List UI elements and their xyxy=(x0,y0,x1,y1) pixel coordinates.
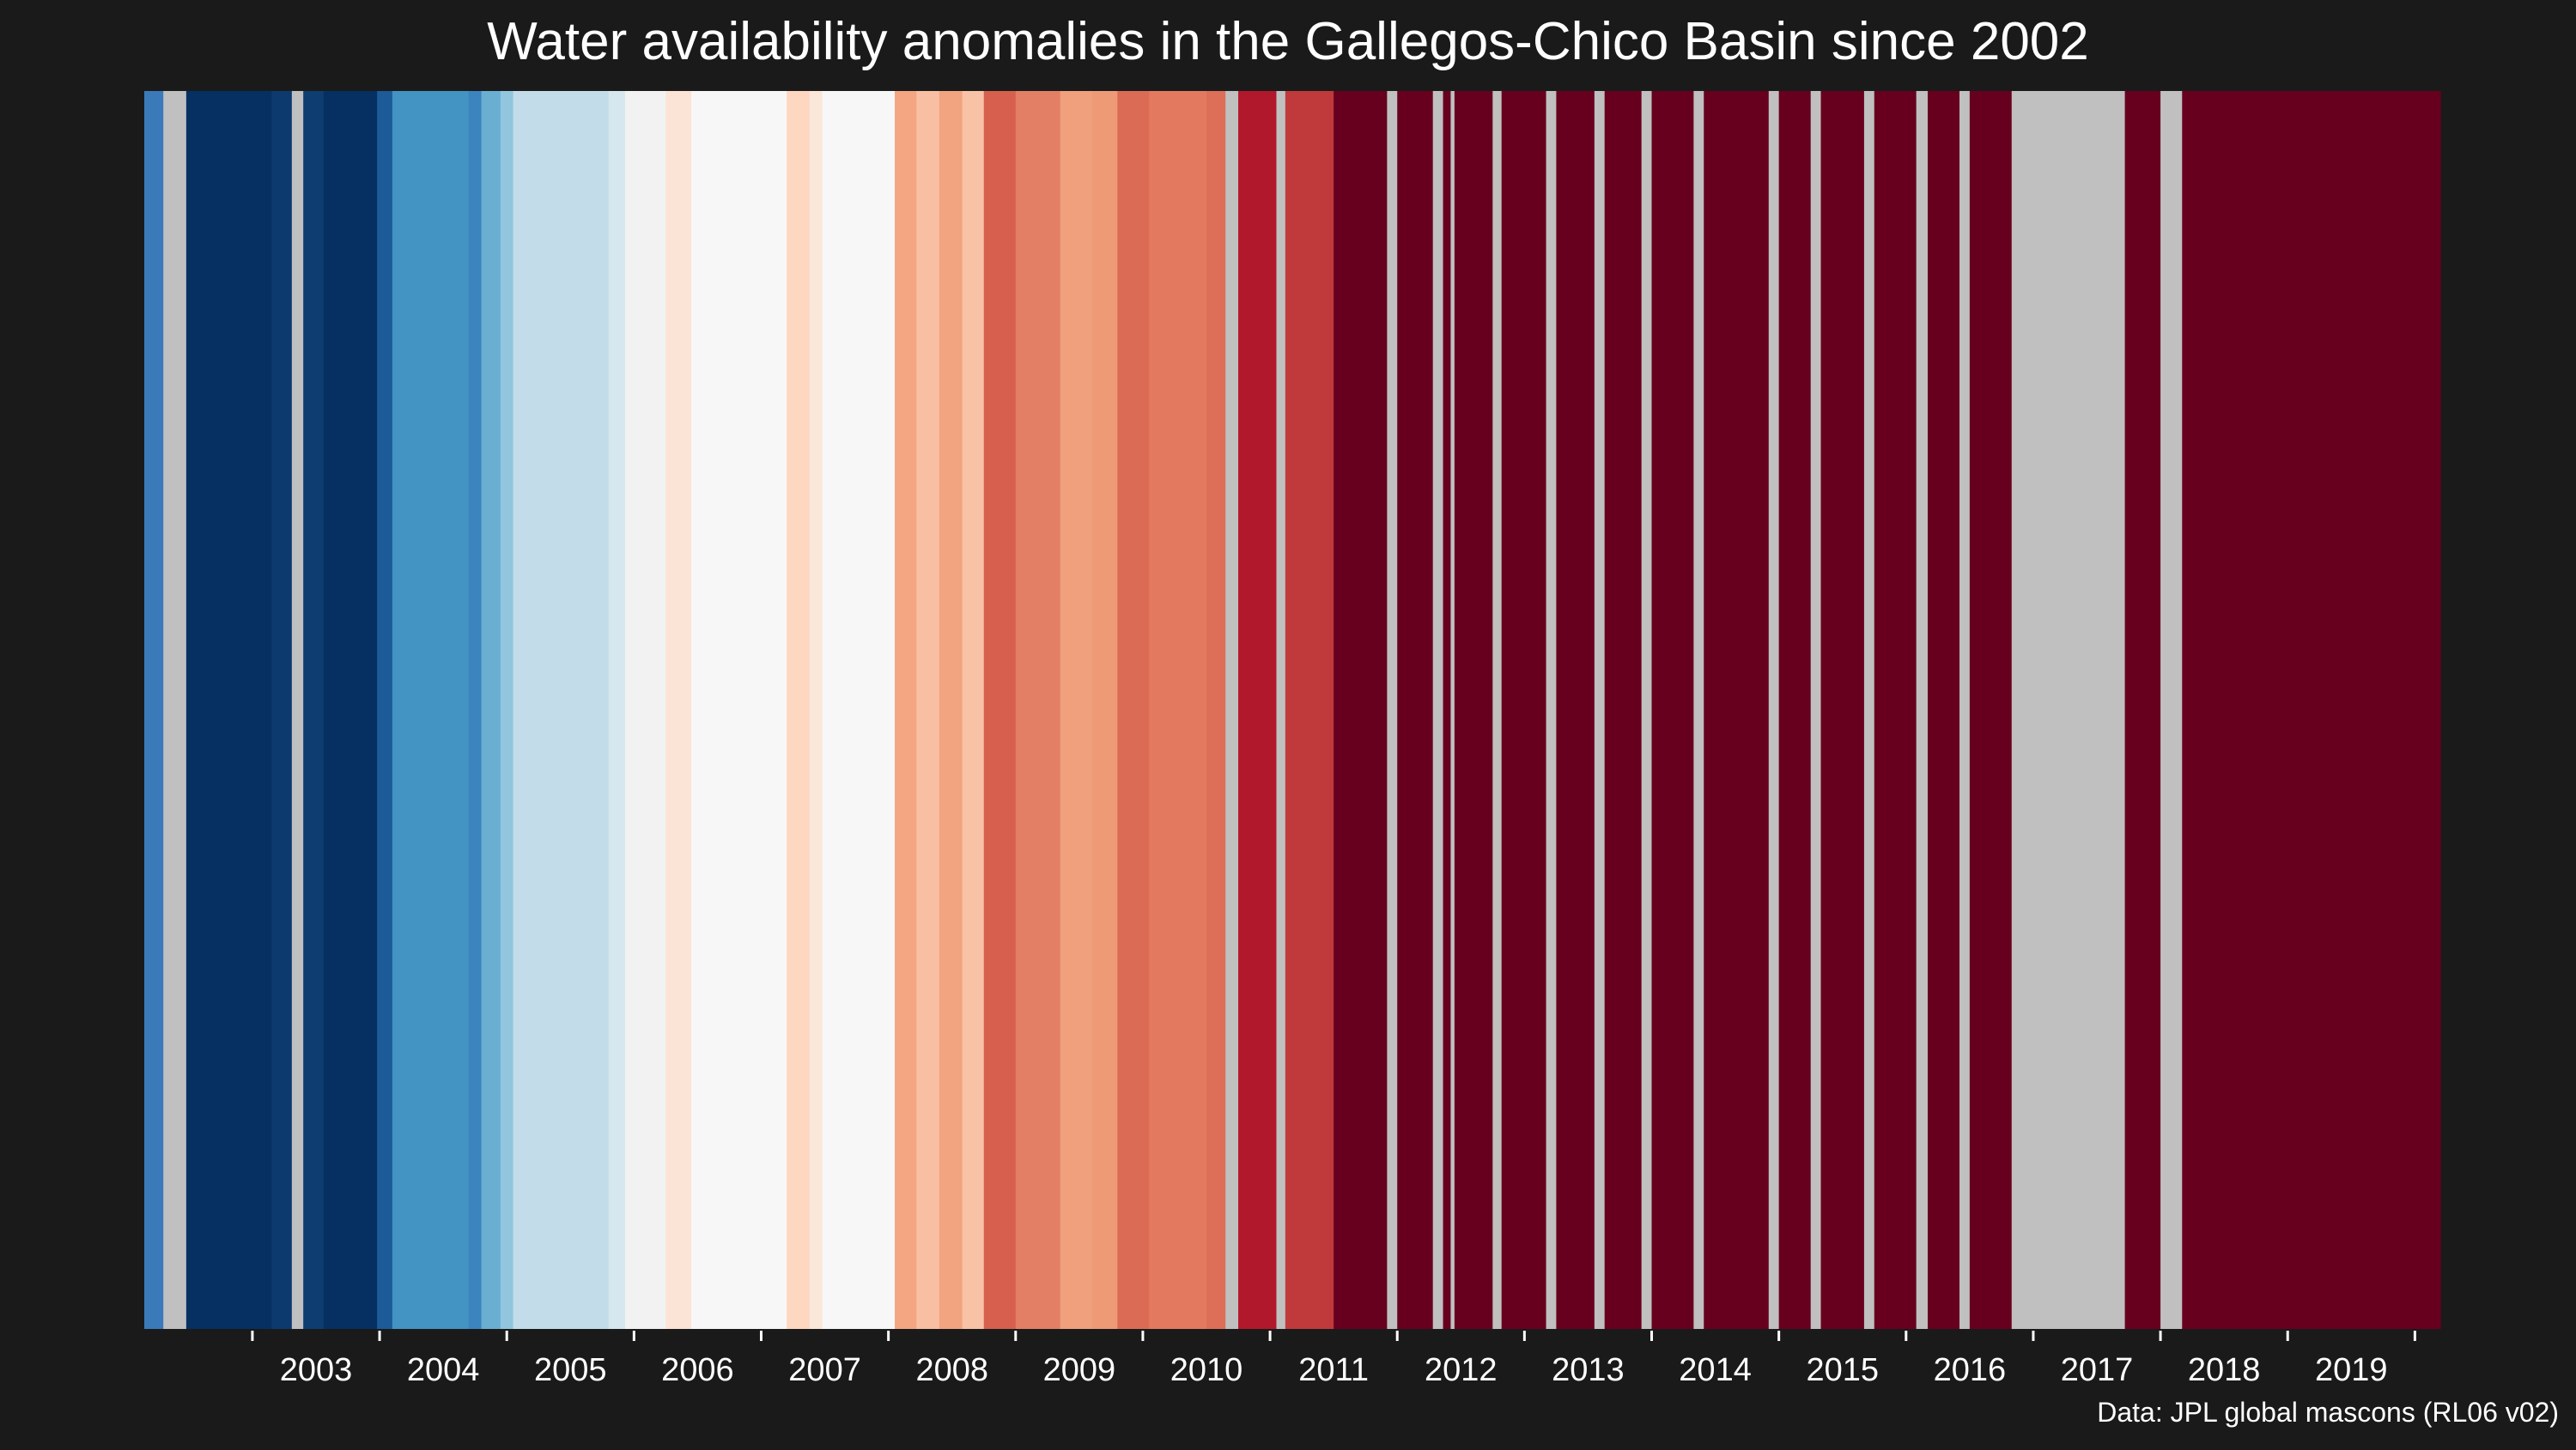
stripe-50 xyxy=(1693,91,1704,1329)
stripe-54 xyxy=(1810,91,1822,1329)
stripe-34 xyxy=(1285,91,1334,1329)
stripe-28 xyxy=(1117,91,1150,1329)
stripe-31 xyxy=(1225,91,1239,1329)
stripe-23 xyxy=(962,91,985,1329)
stripe-29 xyxy=(1149,91,1207,1329)
stripe-6 xyxy=(323,91,378,1329)
stripe-14 xyxy=(624,91,666,1329)
stripe-53 xyxy=(1778,91,1812,1329)
stripe-35 xyxy=(1334,91,1388,1329)
stripe-49 xyxy=(1651,91,1694,1329)
stripe-38 xyxy=(1432,91,1444,1329)
stripe-59 xyxy=(1927,91,1960,1329)
stripe-55 xyxy=(1820,91,1865,1329)
stripes-layer xyxy=(144,91,2441,1329)
stripe-27 xyxy=(1091,91,1118,1329)
stripe-61 xyxy=(1969,91,2013,1329)
x-tick-label-2009: 2009 xyxy=(1043,1352,1116,1388)
stripe-1 xyxy=(163,91,187,1329)
stripe-24 xyxy=(983,91,1017,1329)
stripe-16 xyxy=(691,91,787,1329)
x-tick-label-2007: 2007 xyxy=(788,1352,861,1388)
stripe-32 xyxy=(1238,91,1278,1329)
x-tick-label-2013: 2013 xyxy=(1552,1352,1625,1388)
stripe-8 xyxy=(392,91,470,1329)
source-note: Data: JPL global mascons (RL06 v02) xyxy=(2097,1397,2559,1428)
stripe-43 xyxy=(1501,91,1547,1329)
stripe-62 xyxy=(2011,91,2126,1329)
stripe-48 xyxy=(1641,91,1653,1329)
stripe-20 xyxy=(895,91,917,1329)
stripe-36 xyxy=(1387,91,1398,1329)
stripe-11 xyxy=(500,91,514,1329)
stripe-9 xyxy=(468,91,483,1329)
x-tick-label-2003: 2003 xyxy=(280,1352,353,1388)
stripe-18 xyxy=(809,91,823,1329)
stripe-0 xyxy=(144,91,164,1329)
x-tick-label-2006: 2006 xyxy=(661,1352,734,1388)
stripe-42 xyxy=(1492,91,1503,1329)
stripe-52 xyxy=(1768,91,1780,1329)
stripe-39 xyxy=(1443,91,1452,1329)
x-tick-label-2008: 2008 xyxy=(915,1352,988,1388)
stripe-13 xyxy=(608,91,626,1329)
stripe-22 xyxy=(939,91,963,1329)
stripe-63 xyxy=(2124,91,2161,1329)
stripe-51 xyxy=(1704,91,1770,1329)
stripe-26 xyxy=(1060,91,1093,1329)
x-tick-label-2010: 2010 xyxy=(1170,1352,1243,1388)
x-tick-label-2014: 2014 xyxy=(1679,1352,1752,1388)
stripe-5 xyxy=(303,91,325,1329)
stripe-15 xyxy=(665,91,692,1329)
stripe-33 xyxy=(1276,91,1286,1329)
x-tick-label-2018: 2018 xyxy=(2188,1352,2261,1388)
stripe-19 xyxy=(822,91,896,1329)
stripe-47 xyxy=(1604,91,1643,1329)
stripe-58 xyxy=(1916,91,1929,1329)
stripe-2 xyxy=(185,91,272,1329)
stripe-25 xyxy=(1015,91,1061,1329)
x-tick-label-2015: 2015 xyxy=(1806,1352,1879,1388)
x-tick-label-2012: 2012 xyxy=(1425,1352,1498,1388)
stripe-60 xyxy=(1959,91,1971,1329)
stripe-65 xyxy=(2182,91,2441,1329)
x-tick-label-2016: 2016 xyxy=(1934,1352,2007,1388)
stripe-44 xyxy=(1546,91,1557,1329)
stripe-7 xyxy=(377,91,393,1329)
stripe-3 xyxy=(271,91,293,1329)
x-tick-label-2004: 2004 xyxy=(407,1352,480,1388)
stripe-30 xyxy=(1206,91,1226,1329)
stripe-4 xyxy=(291,91,304,1329)
x-tick-label-2017: 2017 xyxy=(2061,1352,2134,1388)
stripe-41 xyxy=(1454,91,1493,1329)
stripe-40 xyxy=(1450,91,1455,1329)
stripe-17 xyxy=(787,91,811,1329)
x-axis: 2003 2004 2005 2006 2007 2008 2009 2010 2011 2012… xyxy=(251,1331,2416,1388)
stripe-12 xyxy=(513,91,610,1329)
chart-title: Water availability anomalies in the Gall… xyxy=(487,12,2089,71)
stripe-57 xyxy=(1874,91,1917,1329)
stripe-45 xyxy=(1556,91,1595,1329)
x-tick-label-2019: 2019 xyxy=(2315,1352,2388,1388)
stripe-56 xyxy=(1863,91,1875,1329)
stripe-64 xyxy=(2160,91,2183,1329)
stripe-21 xyxy=(916,91,940,1329)
stripe-10 xyxy=(481,91,501,1329)
x-tick-label-2005: 2005 xyxy=(534,1352,607,1388)
stripe-37 xyxy=(1397,91,1434,1329)
stripe-46 xyxy=(1594,91,1606,1329)
x-tick-label-2011: 2011 xyxy=(1298,1352,1369,1388)
